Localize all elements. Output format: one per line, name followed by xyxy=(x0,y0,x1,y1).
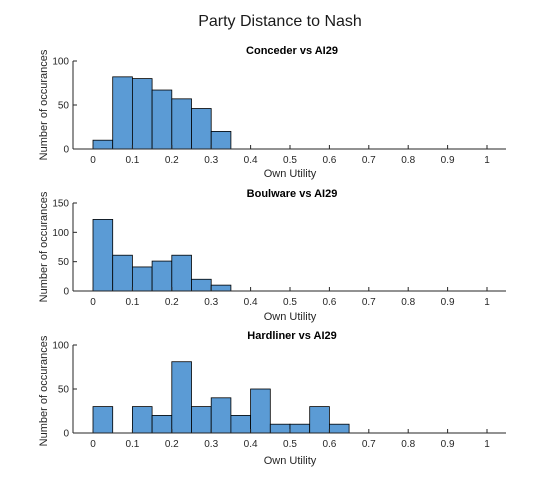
x-axis-label: Own Utility xyxy=(264,168,317,180)
histogram-bar xyxy=(289,423,311,434)
x-tick-label: 0.3 xyxy=(204,439,218,450)
x-tick-label: 0.6 xyxy=(322,297,336,308)
x-tick-label: 0.7 xyxy=(362,155,376,166)
x-tick-label: 0.8 xyxy=(401,439,415,450)
y-tick-label: 100 xyxy=(52,341,69,352)
x-tick-label: 0.8 xyxy=(401,155,415,166)
histogram-bar xyxy=(151,414,173,434)
panel-conceder: Conceder vs AI29 0 0.1 0.2 0.3 0.4 0.5 0.6 0.7 0… xyxy=(38,45,506,180)
histogram-bar xyxy=(131,266,153,292)
plot-area: 0 0.1 0.2 0.3 0.4 0.5 0.6 0.7 0.8 0.9 1 0 50 100 150 xyxy=(52,199,506,308)
y-axis-label: Number of occurances xyxy=(38,335,50,446)
histogram-bar xyxy=(191,406,212,434)
x-tick-label: 0.3 xyxy=(204,297,218,308)
histogram-bar xyxy=(151,89,173,150)
histogram-bar xyxy=(112,254,133,292)
y-tick-label: 0 xyxy=(63,429,69,440)
histogram-bar xyxy=(269,423,291,434)
histogram-bar xyxy=(92,406,114,434)
x-tick-label: 0.2 xyxy=(165,297,179,308)
histogram-bar xyxy=(112,76,133,150)
x-tick-label: 0.2 xyxy=(165,155,179,166)
x-tick-label: 0.1 xyxy=(125,297,139,308)
x-tick-label: 0.3 xyxy=(204,155,218,166)
x-tick-label: 0.6 xyxy=(322,439,336,450)
x-tick-label: 0.5 xyxy=(283,439,297,450)
y-axis-label: Number of occurances xyxy=(38,191,50,302)
histogram-bar xyxy=(92,219,114,292)
x-tick-label: 0.4 xyxy=(244,155,258,166)
x-tick-label: 1 xyxy=(484,297,490,308)
histogram-bar xyxy=(210,284,232,292)
x-tick-label: 0.4 xyxy=(244,297,258,308)
x-tick-label: 0.4 xyxy=(244,439,258,450)
x-tick-label: 0.1 xyxy=(125,155,139,166)
y-tick-label: 50 xyxy=(58,385,70,396)
histogram-bar xyxy=(131,406,153,434)
x-tick-label: 0.9 xyxy=(441,297,455,308)
x-tick-label: 0.6 xyxy=(322,155,336,166)
histogram-bar xyxy=(171,361,192,434)
y-tick-label: 50 xyxy=(58,101,70,112)
panel-title: Boulware vs AI29 xyxy=(247,188,338,200)
histogram-bar xyxy=(131,78,153,150)
x-tick-label: 1 xyxy=(484,155,490,166)
x-tick-label: 0 xyxy=(90,155,96,166)
plot-area: 0 0.1 0.2 0.3 0.4 0.5 0.6 0.7 0.8 0.9 1 0 50 100 xyxy=(52,57,506,166)
histogram-bar xyxy=(210,397,232,434)
x-tick-label: 0.8 xyxy=(401,297,415,308)
x-tick-label: 0.1 xyxy=(125,439,139,450)
x-tick-label: 0.9 xyxy=(441,439,455,450)
y-tick-label: 100 xyxy=(52,228,69,239)
x-tick-label: 0.5 xyxy=(283,155,297,166)
histogram-bar xyxy=(191,278,212,292)
y-tick-label: 0 xyxy=(63,287,69,298)
histogram-bar xyxy=(92,139,114,150)
x-tick-label: 0.5 xyxy=(283,297,297,308)
histogram-bar xyxy=(191,108,212,150)
panel-title: Conceder vs AI29 xyxy=(246,45,338,57)
panel-title: Hardliner vs AI29 xyxy=(247,330,336,342)
y-tick-label: 100 xyxy=(52,57,69,68)
plot-area: 0 0.1 0.2 0.3 0.4 0.5 0.6 0.7 0.8 0.9 1 0 50 100 xyxy=(52,341,506,450)
figure-title: Party Distance to Nash xyxy=(198,13,362,30)
y-tick-label: 150 xyxy=(52,199,69,210)
y-tick-label: 50 xyxy=(58,257,70,268)
histogram-bar xyxy=(309,406,330,434)
x-tick-label: 0.7 xyxy=(362,297,376,308)
x-tick-label: 0 xyxy=(90,439,96,450)
x-tick-label: 0.2 xyxy=(165,439,179,450)
panel-boulware: Boulware vs AI29 0 0.1 0.2 0.3 0.4 0.5 0.6 0.7 0… xyxy=(38,188,506,323)
histogram-bar xyxy=(210,130,232,150)
histogram-bar xyxy=(250,388,271,434)
x-tick-label: 0.9 xyxy=(441,155,455,166)
x-tick-label: 1 xyxy=(484,439,490,450)
x-axis-label: Own Utility xyxy=(264,311,317,323)
histogram-bar xyxy=(230,414,251,434)
histogram-bar xyxy=(151,260,173,292)
histogram-bar xyxy=(328,423,350,434)
x-tick-label: 0 xyxy=(90,297,96,308)
y-tick-label: 0 xyxy=(63,145,69,156)
histogram-bar xyxy=(171,254,192,292)
histogram-bar xyxy=(171,98,192,150)
x-axis-label: Own Utility xyxy=(264,455,317,467)
panel-hardliner: Hardliner vs AI29 0 0.1 0.2 0.3 0.4 0.5 0.6 0.7… xyxy=(38,330,506,467)
x-tick-label: 0.7 xyxy=(362,439,376,450)
y-axis-label: Number of occurances xyxy=(38,49,50,160)
